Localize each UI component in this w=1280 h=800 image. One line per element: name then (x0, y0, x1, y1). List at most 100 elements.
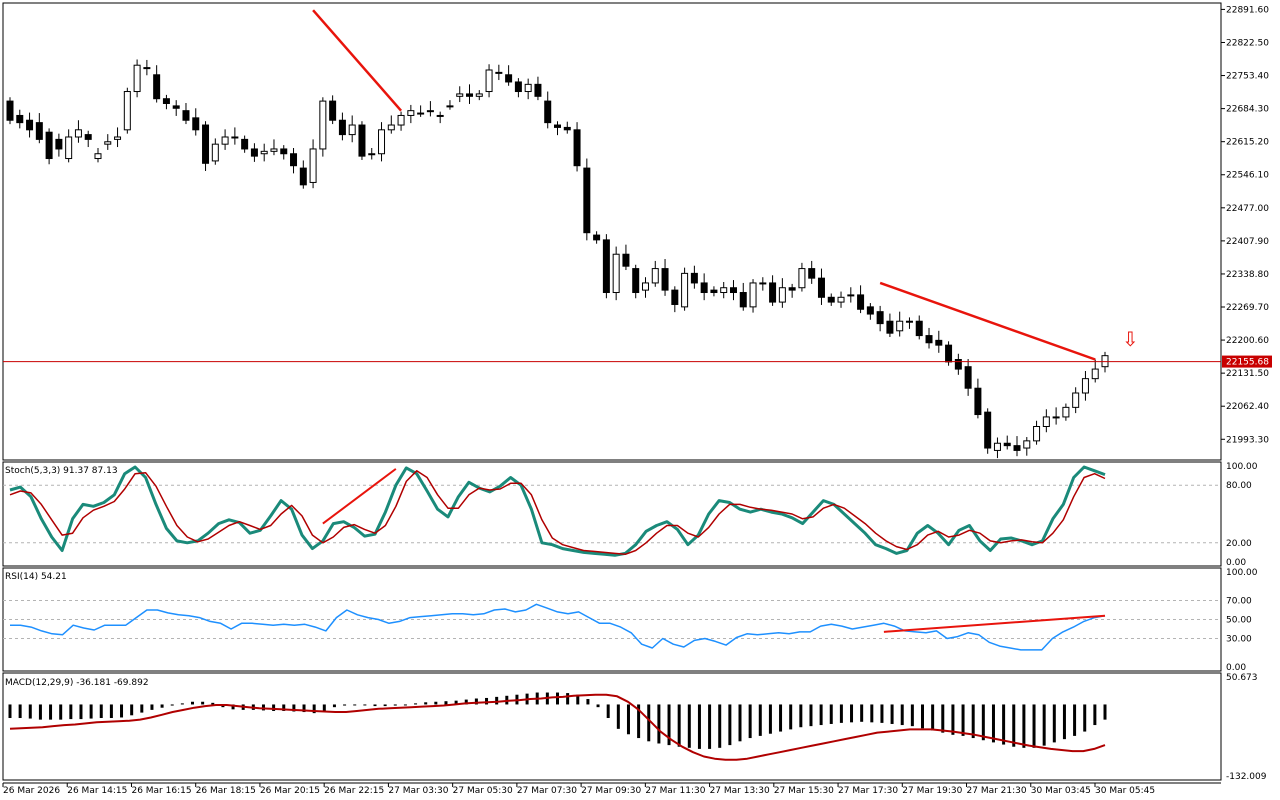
macd-bar (667, 704, 671, 746)
macd-bar (120, 704, 124, 718)
time-tick-label: 27 Mar 05:30 (453, 786, 513, 796)
candle-body (769, 282, 777, 303)
macd-bar (718, 704, 722, 748)
candle-body (534, 83, 542, 97)
candle-body (915, 320, 923, 337)
macd-bar (1073, 704, 1077, 736)
macd-bar (758, 704, 762, 736)
macd-bar (931, 704, 935, 731)
price-tick-label: 22753.40 (1226, 72, 1269, 82)
candle-body (632, 268, 640, 294)
down-arrow-icon: ⇩ (1122, 327, 1139, 351)
candle-body (270, 148, 278, 152)
macd-tick-label: 50.673 (1226, 673, 1258, 683)
macd-bar (606, 704, 610, 719)
candle-body (1033, 426, 1041, 442)
macd-label: MACD(12,29,9) -36.181 -69.892 (5, 678, 149, 688)
macd-bar (312, 704, 316, 714)
macd-bar (1062, 704, 1066, 740)
candle-body (94, 153, 102, 160)
candle-body (945, 344, 953, 363)
macd-bar (1012, 704, 1016, 747)
macd-bar (69, 704, 73, 720)
candle-body (143, 67, 151, 70)
candle-body (524, 83, 532, 93)
macd-bar (434, 701, 438, 705)
candle-body (84, 134, 92, 140)
time-tick-label: 27 Mar 09:30 (581, 786, 641, 796)
macd-bar (586, 699, 590, 705)
macd-bar (819, 704, 823, 726)
candle-body (602, 239, 610, 294)
macd-bar (393, 704, 397, 706)
macd-bar (860, 704, 864, 722)
panel-frame-price (2, 2, 1222, 461)
candle-body (319, 100, 327, 150)
macd-bar (566, 693, 570, 705)
candle-body (739, 292, 747, 308)
candle-body (202, 124, 210, 164)
time-tick-label: 30 Mar 05:45 (1095, 786, 1155, 796)
macd-bar (556, 692, 559, 705)
time-tick-label: 26 Mar 14:15 (67, 786, 127, 796)
macd-bar (302, 704, 306, 713)
macd-bar (282, 704, 286, 711)
price-tick-label: 22200.60 (1226, 336, 1269, 346)
candle-body (485, 69, 493, 93)
candle-body (1003, 442, 1011, 447)
candle-body (338, 119, 346, 136)
candle-body (260, 150, 268, 155)
candle-body (993, 442, 1001, 451)
current-price-label: 22155.68 (1226, 358, 1269, 368)
macd-bar (109, 704, 113, 719)
price-tick-label: 21993.30 (1226, 435, 1269, 445)
candle-body (837, 296, 845, 303)
macd-bar (1022, 704, 1026, 748)
candle-body (162, 98, 170, 104)
candle-body (74, 129, 82, 138)
candle-body (935, 339, 943, 346)
candle-body (798, 268, 806, 289)
candle-body (1091, 368, 1099, 380)
candle-body (436, 114, 444, 117)
macd-signal-line (9, 693, 1106, 761)
candle-body (1042, 416, 1050, 428)
macd-bar (637, 704, 641, 739)
macd-bar (626, 704, 630, 735)
candle-body (1072, 392, 1080, 408)
macd-bar (900, 704, 904, 726)
candle-body (817, 277, 825, 298)
candle-body (123, 91, 131, 131)
candle-body (974, 387, 982, 416)
price-tick-label: 22269.70 (1226, 303, 1269, 313)
macd-bar (38, 704, 42, 720)
macd-bar (28, 704, 32, 719)
candle-body (622, 253, 630, 267)
price-tick-label: 22338.80 (1226, 270, 1269, 280)
macd-bar (799, 704, 803, 728)
candle-body (368, 153, 376, 156)
macd-bar (231, 704, 235, 710)
macd-bar (140, 704, 144, 713)
candle-body (514, 81, 522, 93)
candle-body (172, 105, 180, 109)
macd-bar (150, 704, 154, 710)
rsi-label: RSI(14) 54.21 (5, 572, 67, 582)
candle-body (192, 117, 200, 131)
candle-body (681, 272, 689, 308)
macd-bar (59, 704, 63, 720)
candle-body (583, 167, 591, 234)
macd-bar (414, 703, 418, 705)
stoch-main-line (9, 465, 1106, 557)
macd-bar (850, 704, 854, 723)
candle-body (729, 287, 737, 294)
candle-body (378, 129, 386, 155)
stoch-tick-label: 100.00 (1226, 462, 1258, 472)
candle-body (544, 100, 552, 124)
candle-body (241, 138, 249, 150)
macd-bar (1093, 704, 1097, 726)
candle-body (886, 320, 894, 334)
macd-bar (272, 704, 276, 711)
candle-body (1023, 440, 1031, 449)
